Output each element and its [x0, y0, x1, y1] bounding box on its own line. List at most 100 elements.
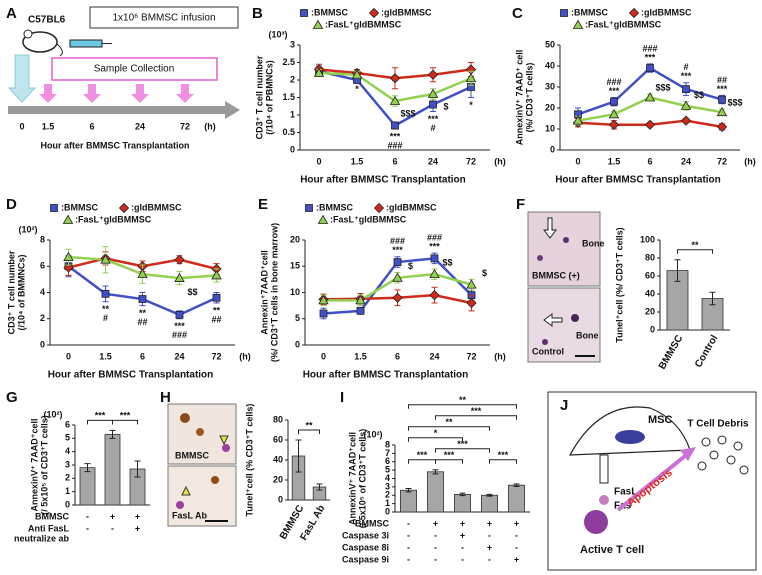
condition-label: Anti FasL — [28, 523, 70, 533]
y-tick-label: 5 — [295, 313, 300, 323]
significance-label: *** — [457, 439, 468, 449]
significance-label: ### — [606, 77, 621, 87]
error-bar — [134, 460, 141, 478]
debris — [717, 435, 727, 445]
y-tick-label: 1.5 — [282, 92, 295, 102]
significance-bracket — [112, 419, 138, 425]
significance-label: *** — [390, 131, 401, 141]
significance-label: $$$ — [655, 83, 670, 93]
fas-receptor — [599, 495, 609, 505]
significance-label: # — [683, 62, 688, 72]
x-tick-label: Control — [693, 333, 720, 369]
y-tick-label: 100 — [640, 234, 655, 244]
data-point — [572, 115, 584, 125]
data-point — [427, 69, 439, 80]
data-point — [137, 268, 148, 279]
legend-label: :FasL⁺gldBMMSC — [585, 19, 662, 29]
significance-label: * — [469, 100, 473, 110]
condition-mark: - — [434, 554, 437, 564]
y-tick-label: 40 — [545, 60, 555, 70]
significance-label: ### — [642, 43, 657, 53]
cell — [542, 339, 548, 345]
legend-swatch — [118, 202, 130, 214]
y-axis-label: (/ 5x10⁵ of CD3⁺T cells) — [357, 429, 367, 529]
y-tick-label: 15 — [290, 261, 300, 271]
condition-label: Caspase 8i — [342, 542, 389, 552]
micrograph — [167, 465, 237, 527]
significance-label: ### — [172, 330, 187, 340]
data-point — [465, 72, 477, 83]
significance-label: $ — [443, 102, 448, 112]
cell — [563, 237, 569, 243]
y-axis-label: Annexin⁺7AAD⁺cell — [259, 250, 269, 335]
condition-mark: + — [487, 518, 492, 528]
legend-swatch — [373, 202, 385, 214]
x-tick-label: 0 — [321, 351, 326, 361]
msc-label: MSC — [648, 414, 673, 426]
legend-swatch — [572, 19, 584, 29]
y-tick-label: 5 — [385, 465, 390, 475]
y-axis-label: (/10⁴ of BMMNCs) — [16, 255, 26, 331]
mouse-tail — [56, 43, 63, 57]
significance-bracket — [435, 415, 517, 420]
data-point — [716, 106, 728, 117]
error-bar — [295, 439, 302, 473]
data-point — [391, 121, 399, 130]
error-bar — [109, 429, 116, 439]
x-tick-label: 72 — [466, 351, 476, 361]
data-point — [174, 254, 185, 265]
mouse-ear — [23, 29, 33, 39]
error-bar — [405, 488, 412, 493]
significance-label: *** — [392, 245, 403, 255]
condition-label: Caspase 9i — [342, 554, 389, 564]
bar — [79, 467, 96, 506]
condition-mark: - — [86, 511, 89, 521]
significance-bracket — [489, 459, 517, 464]
data-point — [355, 295, 366, 305]
infusion-label: 1x10⁶ BMMSC infusion — [112, 13, 215, 24]
data-point — [313, 67, 325, 77]
y-tick-label: 80 — [273, 414, 283, 424]
significance-label: ** — [102, 304, 110, 314]
condition-mark: + — [135, 511, 140, 521]
y-tick-label: 0.5 — [282, 127, 295, 137]
timeline-arrow — [8, 101, 240, 119]
bar — [399, 489, 417, 513]
y-tick-label: 0 — [650, 324, 655, 334]
collection-arrow — [131, 84, 149, 103]
condition-mark: + — [514, 554, 519, 564]
panel-letter: A — [6, 5, 17, 22]
time-label: 72 — [180, 121, 190, 131]
panel-letter: G — [6, 389, 18, 406]
condition-mark: - — [111, 523, 114, 533]
time-label: 0 — [19, 121, 24, 131]
x-tick-label: 6 — [395, 351, 400, 361]
y-tick-label: 20 — [273, 474, 283, 484]
y-tick-label: 3 — [65, 459, 70, 469]
data-point — [392, 272, 403, 282]
y-axis-label: CD3⁺ T cell number — [6, 250, 16, 334]
micrograph-label: BMMSC (+) — [532, 270, 580, 280]
y-axis-label: (/10⁴ of PBMNCs) — [264, 60, 274, 134]
x-tick-label: 0 — [66, 351, 71, 361]
error-bar — [316, 483, 323, 491]
significance-label: $$ — [187, 287, 197, 297]
significance-label: *** — [609, 86, 620, 96]
y-tick-label: 0 — [278, 494, 283, 504]
significance-label: *** — [95, 411, 106, 421]
significance-label: ### — [387, 140, 402, 150]
x-tick-label: 6 — [392, 156, 397, 166]
y-tick-label: 2 — [40, 313, 45, 323]
bar — [426, 471, 444, 513]
y-tick-label: 3 — [290, 39, 295, 49]
significance-bracket — [408, 437, 463, 442]
y-tick-label: 4 — [385, 473, 390, 483]
x-tick-label: 6 — [647, 156, 652, 166]
data-point — [610, 97, 618, 106]
data-point — [429, 100, 437, 109]
condition-mark: + — [460, 530, 465, 540]
x-tick-label: 24 — [428, 156, 438, 166]
panel-letter: B — [252, 5, 263, 22]
legend-swatch — [300, 9, 308, 17]
y-tick-label: 30 — [545, 81, 555, 91]
